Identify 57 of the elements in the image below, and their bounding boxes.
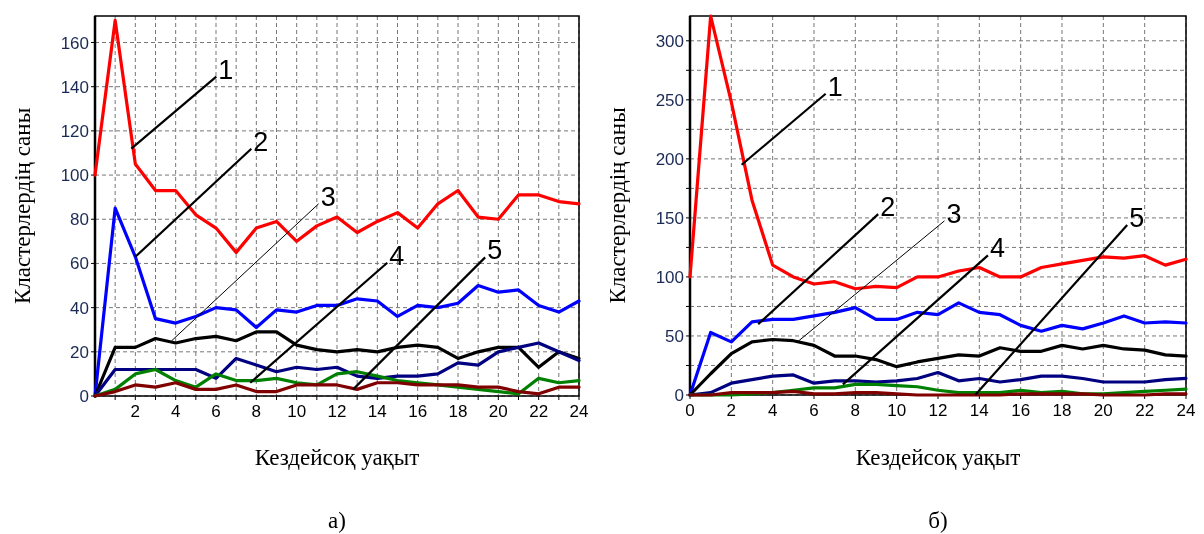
annotation: 5: [487, 235, 503, 266]
y-tick-label: 50: [665, 326, 684, 346]
x-tick-label: 10: [887, 401, 907, 420]
y-tick-label: 120: [60, 121, 89, 141]
y-tick-label: 80: [70, 210, 89, 230]
x-tick-label: 18: [1052, 401, 1072, 420]
x-tick-label: 20: [1093, 401, 1113, 420]
x-tick-label: 24: [569, 402, 589, 421]
y-tick-label: 20: [70, 342, 89, 362]
annotation: 4: [989, 233, 1005, 264]
annotation: 2: [880, 192, 896, 223]
x-tick-label: 22: [529, 402, 549, 421]
y-tick-label: 40: [70, 298, 89, 318]
annotation: 4: [389, 240, 405, 271]
y-tick-label: 100: [60, 166, 89, 186]
text: б): [928, 508, 948, 533]
y-axis-title: Кластерлердің саны: [605, 107, 630, 304]
annotation: 5: [1129, 203, 1145, 233]
x-tick-label: 6: [809, 401, 819, 420]
x-tick-label: 8: [251, 402, 262, 421]
y-tick-label: 140: [60, 77, 89, 97]
x-tick-label: 18: [448, 402, 468, 421]
x-tick-label: 8: [850, 401, 861, 420]
y-tick-label: 150: [655, 208, 684, 228]
x-tick-label: 4: [767, 401, 778, 420]
y-axis-title: Кластерлердің саны: [10, 107, 35, 305]
annotation: 3: [946, 198, 962, 229]
x-axis-title: Кездейсоқ уақыт: [254, 445, 420, 470]
annotation: 1: [827, 71, 843, 102]
x-tick-label: 6: [211, 402, 221, 421]
y-tick-label: 200: [655, 149, 684, 169]
annotation: 2: [253, 126, 269, 157]
text: а): [328, 508, 346, 533]
x-tick-label: 14: [969, 401, 989, 420]
x-tick-label: 12: [327, 402, 347, 421]
x-tick-label: 20: [488, 402, 508, 421]
x-tick-label: 4: [170, 402, 181, 421]
x-tick-label: 2: [130, 402, 141, 421]
y-tick-label: 100: [655, 267, 684, 287]
x-tick-label: 14: [367, 402, 387, 421]
line-series: [688, 14, 1188, 291]
annotation: 3: [320, 181, 336, 212]
x-tick-label: 16: [408, 402, 428, 421]
x-tick-label: 10: [287, 402, 307, 421]
x-axis-title: Кездейсоқ уақыт: [855, 445, 1021, 470]
y-tick-label: 300: [655, 31, 684, 51]
x-tick-label: 16: [1011, 401, 1031, 420]
x-tick-label: 12: [928, 401, 948, 420]
y-tick-label: 0: [79, 387, 89, 406]
annotation: 1: [218, 54, 234, 85]
x-tick-label: 2: [726, 401, 737, 420]
x-tick-label: 22: [1135, 401, 1155, 420]
y-tick-label: 160: [60, 33, 89, 53]
x-tick-label: 24: [1176, 401, 1196, 420]
y-tick-label: 0: [674, 386, 684, 405]
y-tick-label: 60: [70, 254, 89, 274]
y-tick-label: 250: [655, 90, 684, 110]
